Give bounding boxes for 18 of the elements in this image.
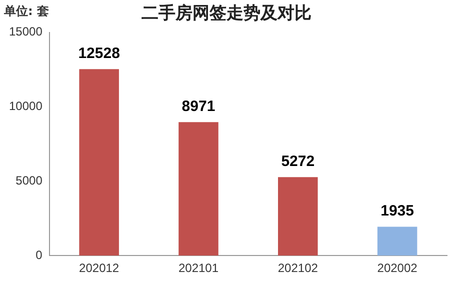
y-tick-label: 0 xyxy=(36,248,43,262)
y-tick-label: 10000 xyxy=(8,99,43,114)
bar xyxy=(79,69,119,256)
y-tick-label: 15000 xyxy=(8,24,43,39)
x-tick-label: 202002 xyxy=(377,261,418,276)
bar xyxy=(178,122,218,256)
data-label: 5272 xyxy=(281,152,315,170)
y-tick-label: 5000 xyxy=(16,174,43,188)
bar xyxy=(278,177,318,256)
x-tick-label: 202012 xyxy=(79,261,120,276)
data-label: 8971 xyxy=(182,98,216,115)
data-label: 1935 xyxy=(380,202,414,220)
x-tick-label: 202102 xyxy=(278,261,318,276)
chart-title: 二手房网签走势及对比 xyxy=(142,4,312,24)
bar xyxy=(377,226,418,256)
data-label: 12528 xyxy=(78,44,120,62)
x-tick-label: 202101 xyxy=(178,261,219,276)
text: 单位: 套 xyxy=(3,4,49,18)
